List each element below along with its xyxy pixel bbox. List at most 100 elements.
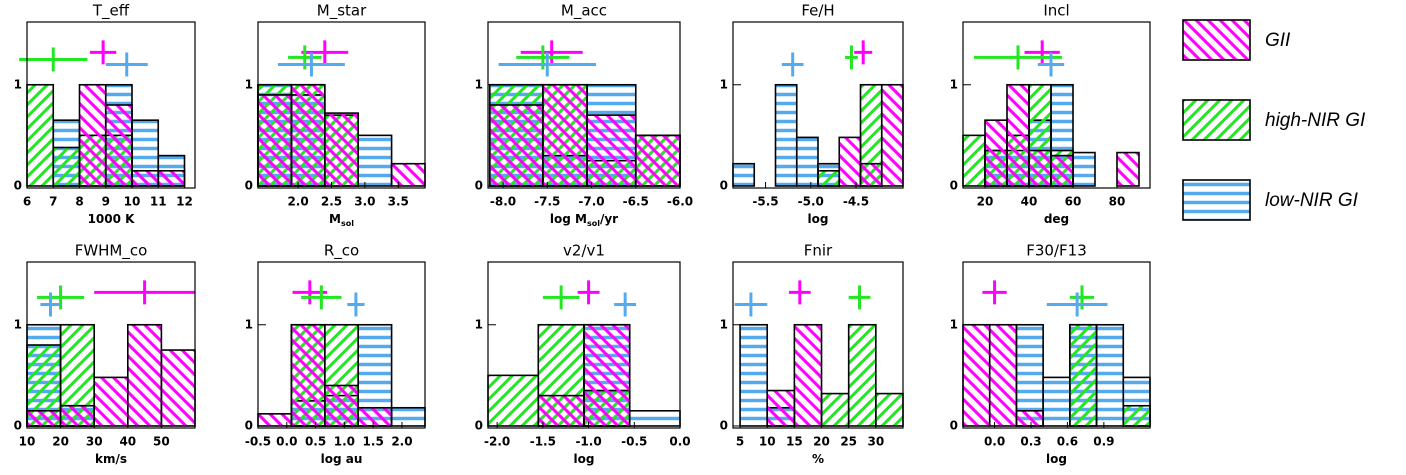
y-tick-label: 0: [950, 418, 958, 432]
panel-title: F30/F13: [1026, 242, 1086, 260]
y-tick-label: 0: [950, 178, 958, 192]
panel-title: M_star: [317, 2, 367, 21]
plot-frame: [962, 21, 1151, 189]
panel: M_acc -8.0 -7.5 -7.0 -6.5 -6.0 0 1 log Msol/yr: [475, 2, 693, 228]
bar: [628, 409, 681, 427]
panel: Fnir 5 10 15 20 25 30 0 1%: [720, 242, 904, 466]
x-axis-label: Msol: [329, 212, 354, 228]
bar: [1042, 376, 1071, 427]
bar: [323, 384, 359, 427]
bar: [988, 323, 1018, 427]
bar: [157, 169, 186, 187]
x-tick-label: 2.0: [391, 435, 412, 449]
bar: [847, 323, 877, 427]
legend-swatch: [1182, 19, 1251, 61]
bar: [1015, 409, 1044, 427]
panel-title: R_co: [324, 242, 359, 261]
x-tick-label: 50: [153, 435, 170, 449]
bar: [290, 83, 326, 187]
x-tick-label: 40: [1021, 195, 1038, 209]
y-tick-label: 1: [720, 77, 728, 91]
panel: v2/v1 -2.0 -1.5 -1.0 -0.5 0.0 0 1 log: [475, 242, 691, 466]
y-tick-label: 0: [475, 178, 483, 192]
panel-title: Fe/H: [801, 2, 834, 20]
bar: [875, 392, 904, 427]
x-tick-label: -8.0: [490, 195, 516, 209]
x-tick-label: 0.3: [1020, 435, 1041, 449]
bar: [487, 374, 540, 427]
y-tick-label: 0: [720, 418, 728, 432]
y-tick-label: 1: [14, 317, 22, 331]
x-tick-label: -7.5: [534, 195, 560, 209]
x-tick-label: -0.5: [245, 435, 271, 449]
x-axis-label: %: [812, 452, 824, 466]
x-tick-label: -6.5: [623, 195, 649, 209]
bar: [962, 134, 986, 187]
x-tick-label: 3.5: [388, 195, 409, 209]
bar: [962, 323, 991, 427]
bar: [739, 323, 769, 427]
y-tick-label: 1: [475, 317, 483, 331]
x-tick-label: 2.5: [321, 195, 342, 209]
legend-label: low-NIR GI: [1265, 190, 1359, 211]
bar: [290, 323, 326, 427]
bar: [1006, 83, 1030, 187]
plot-frame: [487, 261, 681, 429]
x-axis-label: deg: [1044, 212, 1069, 226]
panel: Incl 20 40 60 80 0 1 deg: [950, 2, 1151, 226]
x-tick-label: 7: [49, 195, 57, 209]
bar: [59, 404, 95, 427]
y-tick-label: 1: [950, 317, 958, 331]
x-tick-label: 10: [19, 435, 36, 449]
legend-swatch: [1182, 99, 1251, 141]
x-axis-label-part: sol: [341, 219, 354, 228]
bar: [1122, 404, 1151, 427]
plot-frame: [732, 21, 904, 189]
x-axis-label: log au: [321, 452, 363, 466]
bar: [732, 162, 756, 187]
bar: [488, 104, 544, 187]
bar: [390, 162, 426, 187]
x-tick-label: 12: [176, 195, 193, 209]
x-tick-label: 30: [86, 435, 103, 449]
x-axis-label: km/s: [95, 452, 127, 466]
bar: [257, 94, 293, 187]
bar: [880, 83, 904, 187]
x-tick-label: 6: [23, 195, 31, 209]
x-axis-label-part: deg: [1044, 212, 1069, 226]
panel: FWHM_co 10 20 30 40 50 0 1 km/s: [14, 242, 196, 466]
panel-title: Incl: [1043, 2, 1069, 20]
x-tick-label: 0.6: [1057, 435, 1078, 449]
bar: [26, 83, 55, 187]
y-tick-label: 1: [245, 317, 253, 331]
panel: M_star 2.0 2.5 3.0 3.5 0 1 Msol: [245, 2, 426, 228]
x-tick-label: 8: [75, 195, 83, 209]
bar: [93, 376, 129, 427]
x-tick-label: 1.5: [363, 435, 384, 449]
y-tick-label: 0: [14, 418, 22, 432]
x-tick-label: 0.0: [984, 435, 1005, 449]
plot-frame: [26, 261, 196, 429]
x-tick-label: 10: [124, 195, 141, 209]
bar: [984, 119, 1008, 187]
bar: [1116, 151, 1140, 187]
x-tick-label: -6.0: [667, 195, 693, 209]
x-tick-label: -1.5: [530, 435, 556, 449]
y-tick-label: 0: [245, 418, 253, 432]
x-tick-label: 0.0: [276, 435, 297, 449]
plot-frame: [257, 261, 426, 429]
x-tick-label: 0.9: [1093, 435, 1114, 449]
bar: [1050, 154, 1074, 187]
x-tick-label: 80: [1109, 195, 1126, 209]
y-tick-label: 1: [950, 77, 958, 91]
bar: [1095, 323, 1125, 427]
x-axis-label-part: log au: [321, 452, 363, 466]
x-axis-label-part: 1000 K: [88, 212, 136, 226]
bar: [357, 406, 393, 427]
legend-label: GII: [1265, 30, 1291, 51]
y-tick-label: 0: [14, 178, 22, 192]
x-tick-label: -5.0: [798, 195, 824, 209]
bar: [1072, 151, 1096, 187]
x-axis-label: log: [1046, 452, 1067, 466]
